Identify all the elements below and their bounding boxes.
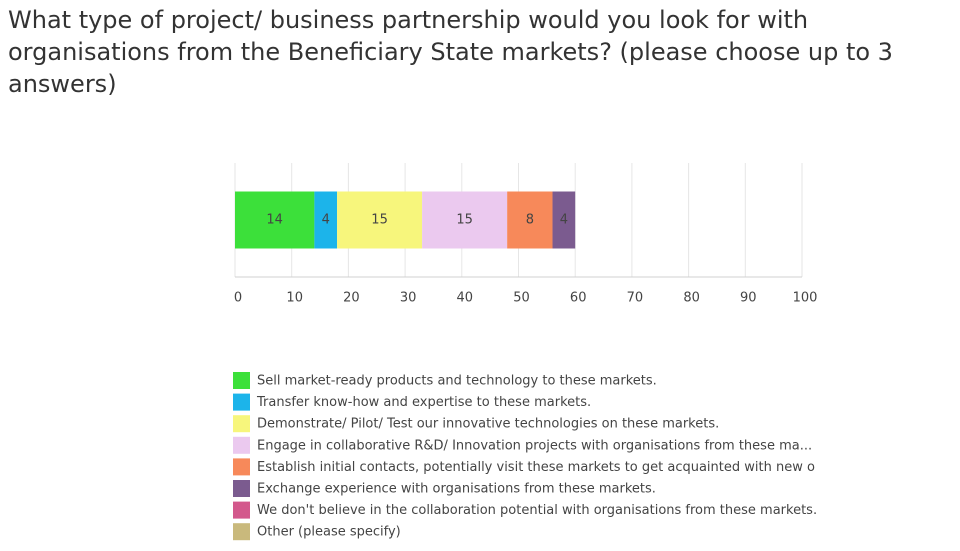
legend-label: Exchange experience with organisations f… xyxy=(257,482,656,497)
x-tick-label: 90 xyxy=(740,291,757,306)
x-tick-label: 70 xyxy=(627,291,644,306)
x-tick-label: 40 xyxy=(457,291,474,306)
x-tick-label: 80 xyxy=(683,291,700,306)
data-label: 15 xyxy=(456,213,473,228)
data-label: 4 xyxy=(560,213,568,228)
legend-swatch xyxy=(233,436,250,454)
legend-label: Other (please specify) xyxy=(257,525,401,540)
data-label: 4 xyxy=(322,213,330,228)
x-tick-label: 20 xyxy=(343,291,360,306)
legend-label: Transfer know-how and expertise to these… xyxy=(256,395,591,410)
legend-swatch xyxy=(233,415,250,433)
chart-title: What type of project/ business partnersh… xyxy=(8,6,893,98)
bar-segment xyxy=(422,191,508,249)
bar-segment xyxy=(337,191,423,249)
legend-label: Engage in collaborative R&D/ Innovation … xyxy=(257,438,812,453)
x-tick-label: 100 xyxy=(793,291,818,306)
x-tick-label: 50 xyxy=(513,291,530,306)
data-label: 8 xyxy=(526,213,534,228)
bar-segment xyxy=(314,191,338,249)
legend-swatch xyxy=(233,523,250,541)
legend-swatch xyxy=(233,458,250,476)
legend-label: Sell market-ready products and technolog… xyxy=(257,374,657,389)
x-tick-label: 30 xyxy=(400,291,417,306)
legend-swatch xyxy=(233,501,250,519)
data-label: 14 xyxy=(266,213,283,228)
legend-swatch xyxy=(233,372,250,389)
x-tick-label: 0 xyxy=(234,291,242,306)
legend-swatch xyxy=(233,480,250,497)
bar-segment xyxy=(507,191,553,249)
x-tick-label: 10 xyxy=(286,291,303,306)
bar-segment xyxy=(235,191,315,249)
legend-label: Establish initial contacts, potentially … xyxy=(257,460,815,475)
data-label: 15 xyxy=(371,213,388,228)
legend-label: We don't believe in the collaboration po… xyxy=(257,503,817,518)
legend-swatch xyxy=(233,393,250,411)
x-tick-label: 60 xyxy=(570,291,587,306)
legend-label: Demonstrate/ Pilot/ Test our innovative … xyxy=(257,417,719,432)
bar-segment xyxy=(552,191,576,249)
